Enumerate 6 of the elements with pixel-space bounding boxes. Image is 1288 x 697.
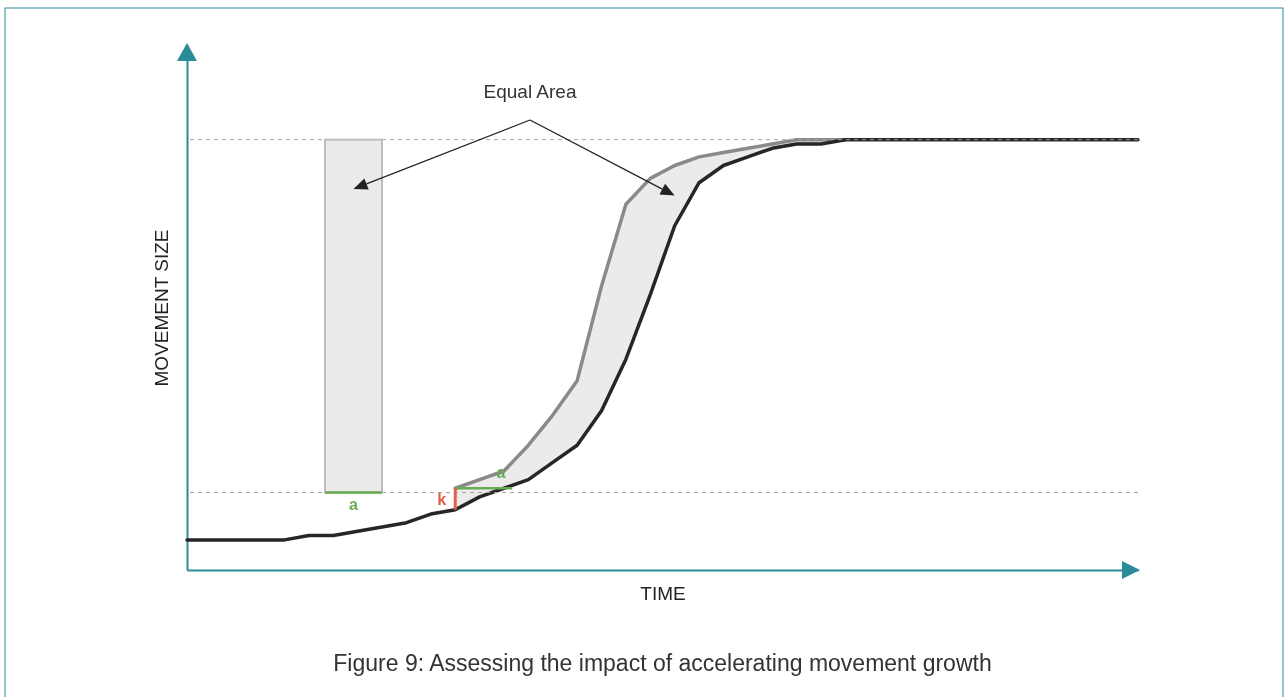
y-axis-title: MOVEMENT SIZE [150,229,172,387]
text: Figure 9: Assessing the impact of accelerating movement growth [333,650,992,676]
x-axis-title: TIME [640,582,686,604]
annotation: k [437,491,447,508]
text: Equal Area [483,81,577,102]
annotation: a [349,495,359,513]
